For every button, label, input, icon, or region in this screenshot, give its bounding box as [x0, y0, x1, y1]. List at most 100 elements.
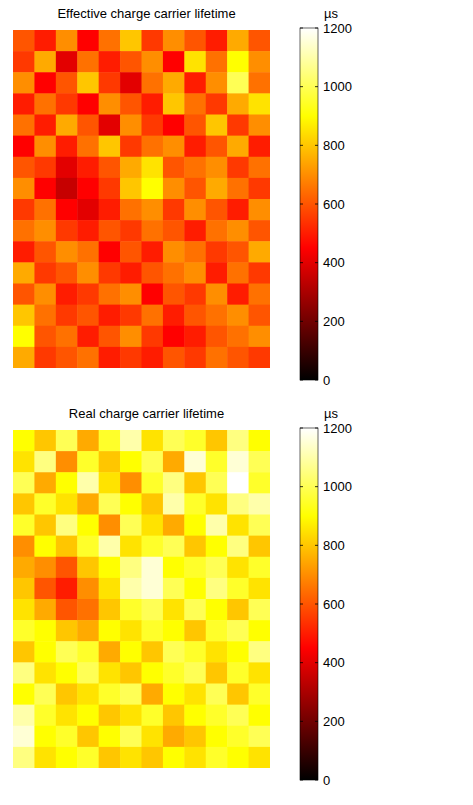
cell — [206, 684, 228, 706]
cell — [142, 305, 164, 327]
cell — [227, 284, 249, 306]
cell — [77, 72, 99, 94]
cell — [56, 51, 78, 73]
cell — [184, 705, 206, 727]
cell — [163, 241, 185, 263]
cell — [34, 641, 56, 663]
cell — [13, 493, 35, 515]
cell — [163, 178, 185, 200]
cell — [227, 178, 249, 200]
cell — [206, 178, 228, 200]
cell — [34, 305, 56, 327]
cell — [163, 220, 185, 242]
cell — [163, 620, 185, 642]
cell — [120, 493, 142, 515]
cell — [34, 93, 56, 115]
cell — [120, 115, 142, 137]
cell — [206, 620, 228, 642]
cell — [13, 578, 35, 600]
cell — [120, 599, 142, 621]
cell — [142, 220, 164, 242]
cell — [34, 451, 56, 473]
cell — [206, 305, 228, 327]
cell — [13, 262, 35, 284]
cell — [249, 557, 270, 579]
cell — [249, 51, 270, 73]
cell — [56, 72, 78, 94]
cell — [99, 136, 121, 158]
cell — [34, 747, 56, 768]
tick — [315, 545, 318, 546]
tick — [315, 721, 318, 722]
cell — [249, 578, 270, 600]
cell — [34, 72, 56, 94]
cell — [227, 241, 249, 263]
cell — [184, 178, 206, 200]
cell — [227, 136, 249, 158]
cell — [120, 241, 142, 263]
cell — [206, 262, 228, 284]
heatmap — [13, 30, 270, 368]
cell — [249, 430, 270, 452]
cell — [13, 30, 35, 52]
cell — [56, 515, 78, 537]
cell — [163, 557, 185, 579]
cell — [77, 472, 99, 494]
cell — [206, 557, 228, 579]
cell — [142, 30, 164, 52]
tick-label: 1000 — [323, 479, 352, 494]
cell — [163, 199, 185, 221]
cell — [206, 726, 228, 748]
cell — [99, 326, 121, 348]
cell — [120, 157, 142, 179]
cell — [56, 557, 78, 579]
cell — [77, 51, 99, 73]
cell — [142, 536, 164, 558]
cell — [249, 284, 270, 306]
tick — [300, 662, 303, 663]
cell — [227, 115, 249, 137]
tick — [315, 604, 318, 605]
cell — [13, 284, 35, 306]
cell — [56, 115, 78, 137]
panel: Real charge carrier lifetime020040060080… — [13, 406, 352, 788]
title: Real charge carrier lifetime — [69, 406, 224, 421]
cell — [120, 136, 142, 158]
cell — [77, 326, 99, 348]
cell — [184, 51, 206, 73]
cell — [227, 747, 249, 768]
cell — [13, 178, 35, 200]
cell — [13, 199, 35, 221]
cell — [99, 305, 121, 327]
cell — [77, 199, 99, 221]
cell — [206, 599, 228, 621]
cell — [77, 684, 99, 706]
heatmap — [13, 430, 270, 768]
cell — [56, 347, 78, 368]
cell — [227, 30, 249, 52]
cell — [249, 726, 270, 748]
cell — [99, 262, 121, 284]
cell — [99, 115, 121, 137]
cell — [184, 662, 206, 684]
cell — [227, 620, 249, 642]
cell — [227, 536, 249, 558]
cell — [34, 241, 56, 263]
cell — [13, 641, 35, 663]
cell — [142, 599, 164, 621]
cell — [184, 326, 206, 348]
cell — [77, 578, 99, 600]
cell — [13, 557, 35, 579]
cell — [142, 451, 164, 473]
cell — [34, 705, 56, 727]
cell — [206, 347, 228, 368]
cell — [99, 241, 121, 263]
cell — [77, 305, 99, 327]
cell — [13, 115, 35, 137]
cell — [120, 284, 142, 306]
cell — [56, 747, 78, 768]
tick — [300, 321, 303, 322]
cell — [99, 515, 121, 537]
cell — [163, 347, 185, 368]
cell — [206, 326, 228, 348]
